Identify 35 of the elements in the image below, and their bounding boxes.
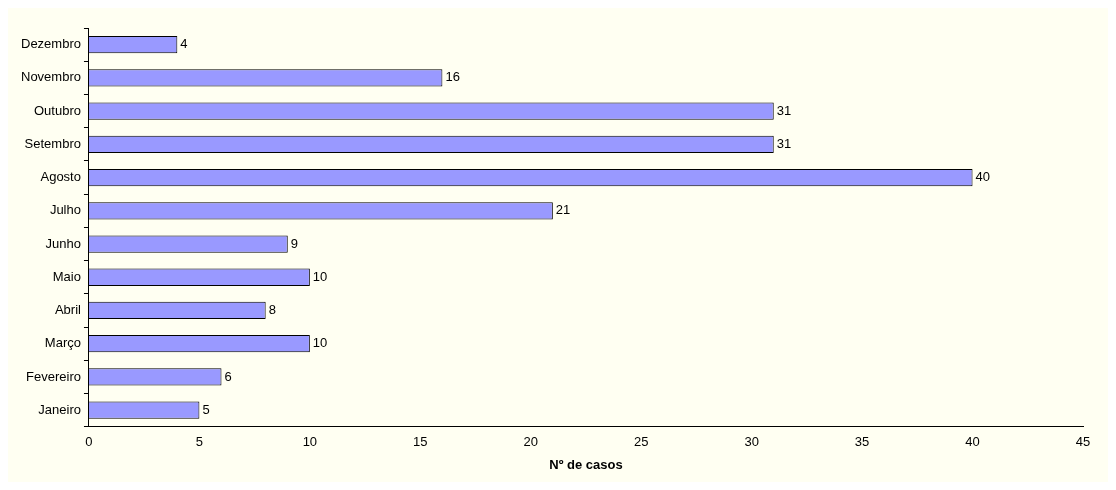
data-label: 21	[555, 202, 571, 218]
y-tick-label: Outubro	[33, 102, 81, 118]
data-label: 16	[445, 69, 460, 85]
x-tick-label: 25	[633, 434, 649, 450]
y-tick-label: Maio	[52, 268, 81, 284]
y-tick-label: Junho	[45, 235, 81, 251]
data-label: 8	[268, 302, 276, 318]
x-tick-label: 15	[413, 434, 428, 450]
y-tick-label: Dezembro	[21, 36, 81, 52]
x-tick-label: 40	[965, 434, 980, 450]
data-label: 31	[776, 135, 792, 151]
x-tick-label: 35	[854, 434, 870, 450]
y-tick-label: Fevereiro	[26, 368, 81, 384]
x-tick-label: 20	[523, 434, 538, 450]
x-tick-label: 0	[85, 434, 93, 450]
y-tick-label: Novembro	[21, 69, 81, 85]
data-label: 10	[312, 335, 328, 351]
y-tick-label: Julho	[49, 202, 81, 218]
data-label: 6	[224, 368, 232, 384]
data-label: 10	[312, 268, 328, 284]
data-label: 31	[776, 102, 792, 118]
y-tick-label: Agosto	[40, 169, 81, 185]
y-tick-label: Janeiro	[38, 401, 81, 417]
y-tick-label: Abril	[54, 302, 82, 318]
data-label: 40	[975, 169, 991, 185]
data-label: 9	[290, 235, 299, 251]
x-axis-title: Nº de casos	[549, 456, 623, 472]
x-tick-label: 30	[744, 434, 759, 450]
x-tick-label: 45	[1075, 434, 1091, 450]
data-label: 5	[202, 401, 210, 417]
y-tick-label: Setembro	[24, 135, 81, 151]
y-tick-label: Março	[44, 335, 81, 351]
data-label: 4	[180, 36, 188, 52]
x-tick-label: 10	[302, 434, 318, 450]
x-tick-label: 5	[195, 434, 204, 450]
